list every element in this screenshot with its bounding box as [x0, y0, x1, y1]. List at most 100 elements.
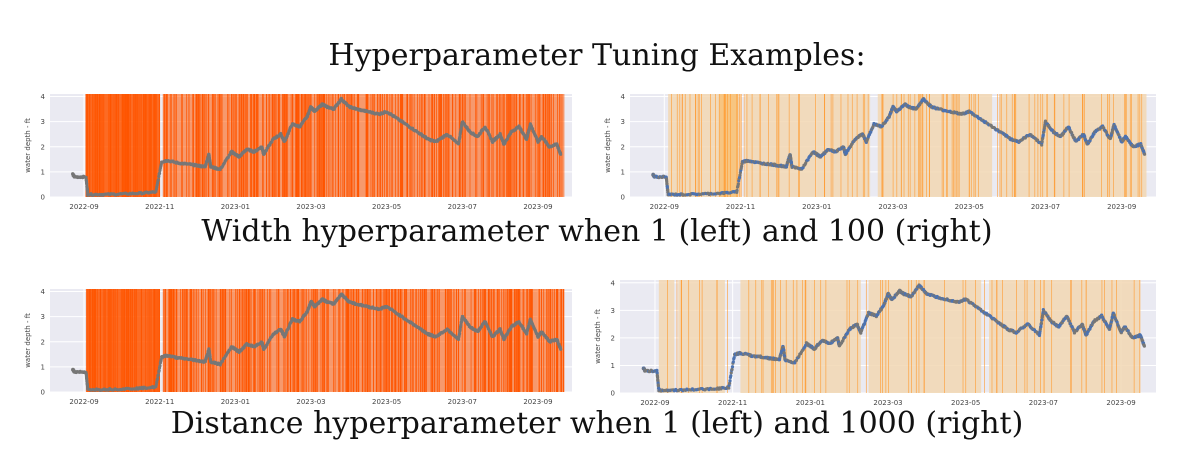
- y-tick-label: 2: [621, 143, 625, 151]
- data-point: [158, 364, 162, 368]
- data-point: [1040, 139, 1044, 144]
- y-tick-label: 4: [41, 93, 46, 101]
- y-tick-label: 3: [41, 118, 45, 126]
- data-point: [1142, 344, 1146, 348]
- data-point: [806, 158, 810, 162]
- data-point: [458, 331, 462, 336]
- chart-distance-1: 0 1 2 3 4 2022-09 2022-11 2023-01 2023-03 2023-05…: [24, 288, 572, 406]
- y-tick-label: 4: [41, 288, 46, 296]
- y-tick-label: 3: [621, 118, 625, 126]
- y-tick-label: 0: [621, 194, 625, 202]
- anomaly-highlights: [85, 289, 565, 392]
- x-tick-label: 2022-11: [718, 399, 747, 407]
- data-point: [730, 365, 735, 369]
- y-tick-label: 1: [611, 362, 615, 370]
- y-tick-label: 0: [611, 390, 615, 398]
- chart-width-1: 0 1 2 3 4 2022-09 2022-11 2023-01 2023-03 2023-05…: [24, 93, 572, 211]
- data-point: [458, 135, 462, 139]
- data-point: [155, 380, 159, 384]
- data-point: [456, 337, 461, 341]
- x-tick-label: 2023-07: [448, 398, 477, 406]
- x-tick-label: 2023-07: [448, 203, 477, 211]
- data-point: [655, 375, 660, 380]
- chart-distance-1000: 0 1 2 3 4 2022-09 2022-11 2023-01 2023-03 2023-05…: [594, 279, 1156, 407]
- data-point: [459, 323, 463, 327]
- data-point: [84, 175, 88, 180]
- y-tick-label: 0: [41, 389, 45, 397]
- x-tick-label: 2023-01: [796, 399, 825, 407]
- x-tick-label: 2023-03: [873, 399, 902, 407]
- x-tick-label: 2023-09: [523, 398, 552, 406]
- data-point: [157, 368, 161, 373]
- data-point: [1067, 319, 1072, 323]
- data-point: [156, 373, 160, 377]
- x-tick-label: 2023-09: [523, 203, 552, 211]
- data-point: [727, 381, 732, 385]
- x-tick-label: 2022-09: [640, 399, 669, 407]
- y-tick-label: 0: [41, 194, 45, 202]
- highlight-band: [658, 280, 675, 393]
- y-axis-label: water depth - ft: [604, 118, 612, 173]
- x-tick-label: 2022-09: [650, 203, 679, 211]
- data-point: [156, 178, 160, 182]
- depth-series: [71, 292, 563, 392]
- data-point: [728, 379, 732, 383]
- data-point: [155, 377, 160, 381]
- data-point: [1039, 321, 1044, 325]
- data-point: [731, 360, 735, 364]
- depth-series: [71, 96, 563, 197]
- y-tick-label: 1: [41, 168, 45, 176]
- y-tick-label: 4: [611, 279, 616, 287]
- data-point: [459, 127, 463, 131]
- width-caption: Width hyperparameter when 1 (left) and 1…: [201, 214, 993, 249]
- depth-series: [641, 283, 1146, 393]
- data-point: [727, 386, 731, 390]
- x-tick-label: 2023-03: [296, 398, 325, 406]
- x-tick-label: 2023-07: [1029, 399, 1058, 407]
- data-point: [1040, 143, 1044, 147]
- data-point: [735, 188, 739, 193]
- data-point: [1041, 133, 1045, 137]
- data-point: [85, 182, 89, 186]
- y-tick-label: 2: [41, 338, 45, 346]
- x-tick-label: 2022-09: [69, 203, 98, 211]
- data-point: [736, 182, 740, 186]
- data-point: [154, 383, 158, 387]
- x-tick-label: 2023-01: [802, 203, 831, 211]
- chart-width-100: 0 1 2 3 4 2022-09 2022-11 2023-01 2023-03 2023-05…: [604, 93, 1156, 211]
- x-tick-label: 2023-03: [296, 203, 325, 211]
- data-point: [729, 371, 733, 375]
- x-tick-label: 2023-05: [951, 399, 980, 407]
- data-point: [730, 367, 734, 371]
- y-tick-label: 2: [611, 334, 615, 342]
- y-axis-label: water depth - ft: [594, 309, 602, 364]
- x-tick-label: 2023-09: [1107, 203, 1136, 211]
- x-tick-label: 2022-11: [145, 203, 174, 211]
- distance-caption: Distance hyperparameter when 1 (left) an…: [170, 406, 1024, 441]
- y-axis-label: water depth - ft: [24, 313, 32, 368]
- y-tick-label: 1: [41, 363, 45, 371]
- data-point: [157, 171, 162, 175]
- data-point: [732, 355, 736, 360]
- x-tick-label: 2022-09: [69, 398, 98, 406]
- highlight-band: [988, 280, 1141, 393]
- y-tick-label: 4: [621, 93, 626, 101]
- y-tick-label: 1: [621, 168, 625, 176]
- x-tick-label: 2023-03: [878, 203, 907, 211]
- highlight-band: [740, 280, 861, 393]
- x-tick-label: 2023-07: [1031, 203, 1060, 211]
- data-point: [1040, 318, 1044, 322]
- x-tick-label: 2023-05: [372, 398, 401, 406]
- data-point: [157, 174, 161, 179]
- data-point: [1112, 313, 1116, 317]
- x-tick-label: 2022-11: [145, 398, 174, 406]
- x-tick-label: 2023-05: [955, 203, 984, 211]
- page-title: Hyperparameter Tuning Examples:: [328, 38, 866, 73]
- highlight-band: [678, 280, 725, 393]
- y-tick-label: 2: [41, 143, 45, 151]
- x-tick-label: 2023-05: [372, 203, 401, 211]
- data-point: [559, 152, 563, 156]
- data-point: [729, 374, 733, 378]
- anomaly-highlights: [85, 94, 565, 197]
- y-tick-label: 3: [611, 307, 615, 315]
